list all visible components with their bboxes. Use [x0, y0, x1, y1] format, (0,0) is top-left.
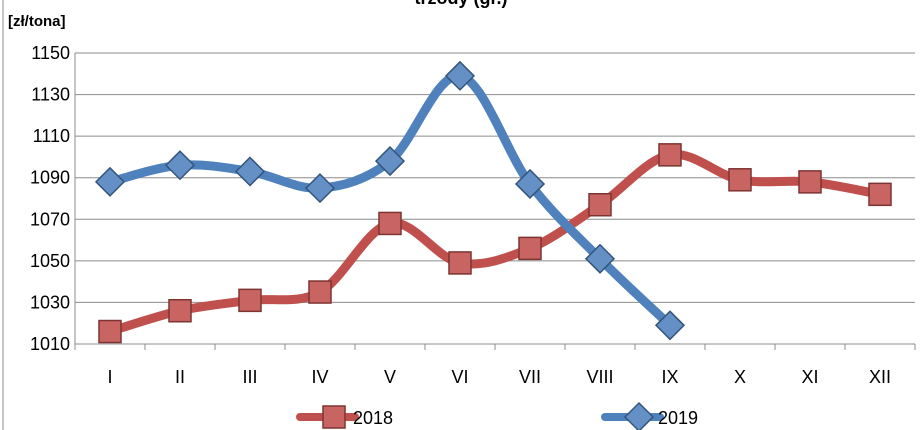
data-point-2018 [448, 251, 472, 275]
data-point-2018 [728, 168, 752, 192]
data-point-2018 [518, 236, 542, 261]
series-line-2019 [105, 71, 675, 330]
series-line-2018 [105, 149, 885, 337]
data-point-2019 [94, 166, 126, 197]
x-tick-label: VIII [586, 367, 613, 387]
x-tick-label: XI [801, 367, 818, 387]
data-point-2019 [444, 60, 476, 91]
data-point-2018 [588, 192, 612, 217]
data-point-2019 [584, 243, 616, 274]
x-tick-label: II [175, 367, 185, 387]
y-tick-label: 1090 [30, 168, 70, 188]
data-point-2018 [308, 280, 332, 304]
data-point-2018 [798, 170, 822, 194]
x-tick-label: III [242, 367, 257, 387]
legend-swatch-marker [623, 401, 655, 430]
y-tick-label: 1050 [30, 251, 70, 271]
legend-item-2018: 2018 [296, 405, 393, 429]
data-point-2018 [378, 211, 402, 236]
x-tick-label: X [734, 367, 746, 387]
y-tick-label: 1030 [30, 292, 70, 312]
y-tick-label: 1130 [31, 85, 70, 105]
series-lines [105, 71, 885, 337]
x-tick-label: VI [451, 367, 468, 387]
y-tick-label: 1010 [30, 334, 70, 354]
data-point-2018 [868, 182, 892, 207]
x-tick-label: IX [661, 367, 678, 387]
series-markers [94, 60, 892, 344]
y-tick-label: 1150 [31, 43, 70, 63]
x-tick-label: VII [519, 367, 541, 387]
data-point-2019 [654, 310, 686, 341]
x-tick-label: XII [869, 367, 891, 387]
data-point-2018 [98, 319, 122, 344]
legend-label: 2018 [353, 408, 393, 428]
legend-swatch-marker [322, 405, 346, 429]
y-tick-label: 1070 [30, 209, 70, 229]
y-tick-label: 1110 [33, 126, 70, 146]
x-tick-label: V [384, 367, 396, 387]
x-tick-label: I [107, 367, 112, 387]
legend-item-2019: 2019 [601, 401, 698, 430]
data-point-2018 [238, 288, 262, 313]
data-point-2019 [514, 168, 546, 200]
data-point-2018 [658, 143, 682, 167]
legend: 2018 2019 [296, 401, 698, 430]
data-point-2019 [234, 156, 266, 187]
data-point-2019 [304, 173, 336, 204]
gridlines [75, 52, 915, 345]
data-point-2019 [164, 150, 196, 181]
chart-title: trzody (gr.) [415, 0, 508, 8]
data-point-2018 [168, 298, 192, 323]
x-tick-labels: I II III IV V VI VII VIII IX X XI XII [107, 367, 891, 387]
y-tick-labels: 1010 1030 1050 1070 1090 1110 1130 1150 [30, 43, 70, 354]
data-point-2019 [374, 146, 406, 177]
y-axis-unit-label: [zł/tona] [8, 13, 66, 30]
x-tick-label: IV [311, 367, 328, 387]
legend-label: 2019 [658, 408, 698, 428]
